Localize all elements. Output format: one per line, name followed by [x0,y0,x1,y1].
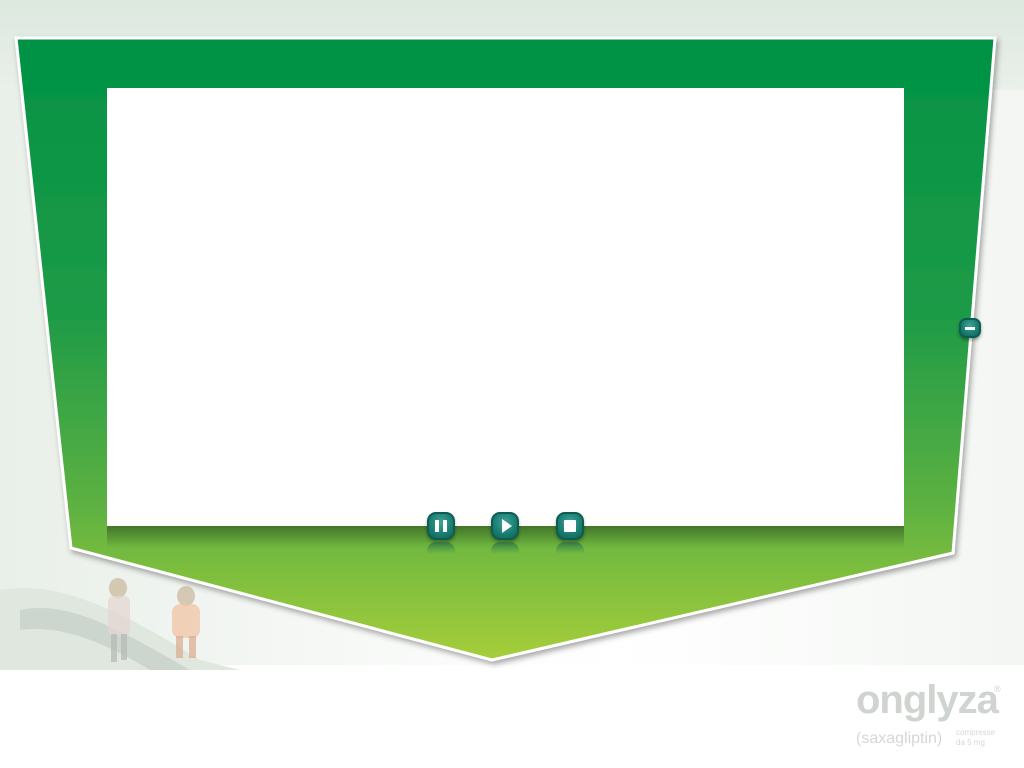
background-bottom-band [0,665,1024,768]
stop-icon [558,514,582,538]
logo-form-line1: compresse [956,728,996,737]
logo-form-line2: da 5 mg [956,738,985,747]
play-button[interactable] [491,512,519,554]
pause-button[interactable] [427,512,455,554]
video-screen[interactable] [107,88,904,526]
logo-registered-mark: ® [994,684,1001,694]
logo-generic-name: (saxagliptin) [856,730,943,747]
minus-icon [965,327,975,330]
stop-button[interactable] [556,512,584,554]
walking-people-illustration [0,578,240,670]
onglyza-logo: onglyza ® (saxagliptin) compresse da 5 m… [852,672,1012,762]
logo-wordmark: onglyza [856,678,999,722]
minimize-button[interactable] [959,318,981,338]
pause-icon [429,514,453,538]
play-icon [493,514,517,538]
